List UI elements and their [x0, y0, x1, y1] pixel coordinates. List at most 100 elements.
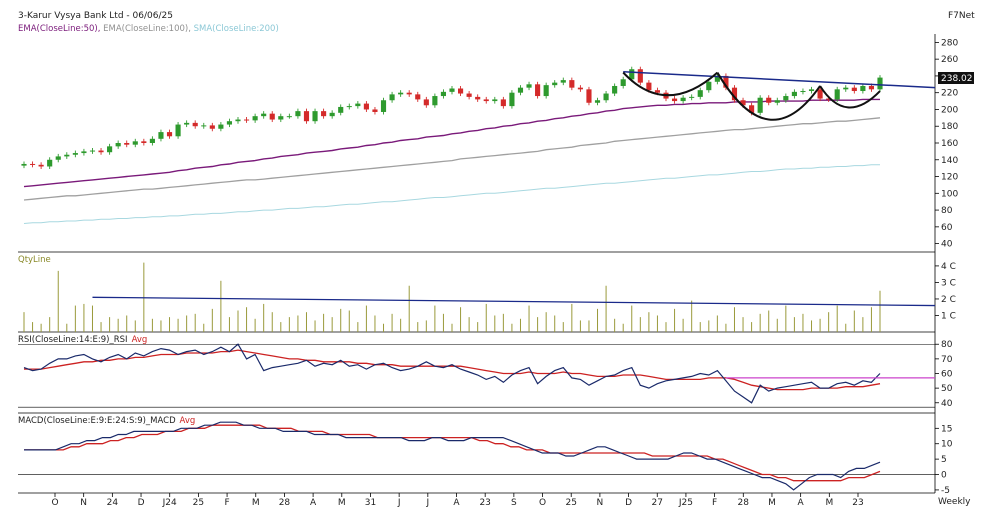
candle-body: [209, 125, 215, 129]
candle-body: [355, 103, 361, 107]
x-tick-label: 25: [565, 498, 576, 508]
macd-avg-label: Avg: [180, 416, 196, 426]
x-tick-label: A: [798, 498, 805, 508]
candle-body: [560, 80, 566, 83]
candle-body: [47, 159, 53, 167]
candle-body: [38, 164, 44, 167]
candle-body: [543, 85, 549, 97]
candle-body: [423, 99, 429, 106]
candle-body: [466, 93, 472, 97]
x-axis: O N 24 D J24 25 F M 28 A M 31 J J A 23 S O 25 N D 27 J25 F 28 M A M…: [51, 493, 864, 508]
rsi-ytick-label: 50: [941, 384, 953, 394]
x-tick-label: S: [511, 498, 517, 508]
candle-body: [303, 111, 310, 122]
x-tick-label: 25: [193, 498, 204, 508]
candle-body: [740, 100, 746, 106]
sma200-line: [23, 164, 880, 224]
candle-body: [457, 88, 464, 94]
candle-body: [115, 143, 121, 147]
price-ytick-label: 260: [941, 55, 958, 65]
legend-ema100: EMA(CloseLine:100): [103, 24, 189, 34]
panel-frames: [18, 34, 936, 494]
x-tick-label: A: [453, 498, 460, 508]
candle-body: [603, 93, 609, 101]
x-tick-label: 27: [652, 498, 663, 508]
candle-body: [158, 132, 164, 139]
candle-body: [697, 90, 703, 97]
price-ytick-label: 160: [941, 139, 958, 149]
x-tick-label: 28: [738, 498, 750, 508]
ema100-line: [23, 117, 881, 201]
pattern-curve-left: [622, 71, 719, 97]
candle-body: [132, 141, 138, 145]
price-ytick-label: 40: [941, 240, 953, 250]
x-tick-label: O: [51, 498, 58, 508]
candle-body: [243, 119, 250, 121]
x-tick-label: 31: [365, 498, 376, 508]
candle-body: [826, 98, 832, 100]
x-tick-label: 23: [852, 498, 863, 508]
rsi-ytick-label: 70: [941, 355, 953, 365]
price-ytick-label: 180: [941, 122, 958, 132]
x-tick-label: M: [252, 498, 260, 508]
resistance-trendline: [623, 70, 936, 89]
frequency-label: Weekly: [938, 497, 971, 507]
candle-body: [552, 82, 558, 86]
candle-body: [261, 113, 267, 117]
price-ytick-label: 200: [941, 105, 958, 115]
x-tick-label: N: [80, 498, 87, 508]
candle-body: [21, 163, 27, 166]
rsi-ytick-label: 60: [941, 370, 953, 380]
candle-body: [363, 103, 369, 110]
candle-body: [346, 106, 352, 108]
macd-ytick-label: -5: [941, 486, 950, 496]
macd-panel: -5 0 5 10 15: [18, 421, 953, 496]
x-tick-label: D: [625, 498, 632, 508]
candle-body: [843, 87, 849, 90]
macd-avg-line: [24, 424, 881, 482]
candle-body: [586, 89, 592, 103]
macd-ytick-label: 5: [941, 455, 947, 465]
price-ytick-label: 280: [941, 38, 958, 48]
candle-body: [329, 112, 335, 117]
candle-body: [749, 105, 755, 113]
candle-body: [235, 119, 241, 122]
chart-title: 3-Karur Vysya Bank Ltd - 06/06/25: [18, 11, 173, 21]
candle-body: [192, 122, 198, 127]
candle-body: [278, 116, 284, 120]
indicator-legend: EMA(CloseLine:50), EMA(CloseLine:100), S…: [18, 24, 279, 34]
candle-body: [149, 138, 155, 143]
candle-body: [757, 97, 763, 113]
candle-body: [389, 94, 395, 101]
candle-body: [577, 87, 583, 90]
x-tick-label: F: [224, 498, 229, 508]
macd-line: [24, 421, 881, 491]
candle-body: [286, 116, 292, 118]
macd-title-text: MACD(CloseLine:E:9:E:24:S:9)_MACD: [18, 416, 176, 426]
macd-ytick-label: 15: [941, 424, 952, 434]
candle-body: [432, 96, 438, 106]
x-tick-label: J24: [162, 498, 177, 508]
candle-body: [166, 132, 173, 137]
x-tick-label: O: [539, 498, 546, 508]
candle-body: [475, 96, 481, 100]
candle-body: [834, 89, 840, 100]
price-ytick-label: 80: [941, 206, 953, 216]
candle-body: [646, 82, 652, 91]
candle-body: [124, 143, 130, 145]
candle-body: [175, 124, 181, 137]
candle-body: [706, 81, 712, 91]
x-tick-label: J25: [678, 498, 693, 508]
volume-panel-title: QtyLine: [18, 255, 51, 265]
macd-ytick-label: 10: [941, 440, 953, 450]
candle-body: [714, 75, 720, 82]
pattern-curve-right: [819, 85, 881, 109]
volume-ytick-label: 1 C: [941, 311, 956, 321]
x-tick-label: M: [768, 498, 776, 508]
macd-panel-title: MACD(CloseLine:E:9:E:24:S:9)_MACD Avg: [18, 416, 195, 426]
candle-body: [321, 111, 327, 117]
rsi-line: [23, 343, 881, 404]
price-ytick-label: 220: [941, 89, 958, 99]
candle-body: [55, 156, 61, 160]
price-tag-box: [938, 72, 974, 84]
